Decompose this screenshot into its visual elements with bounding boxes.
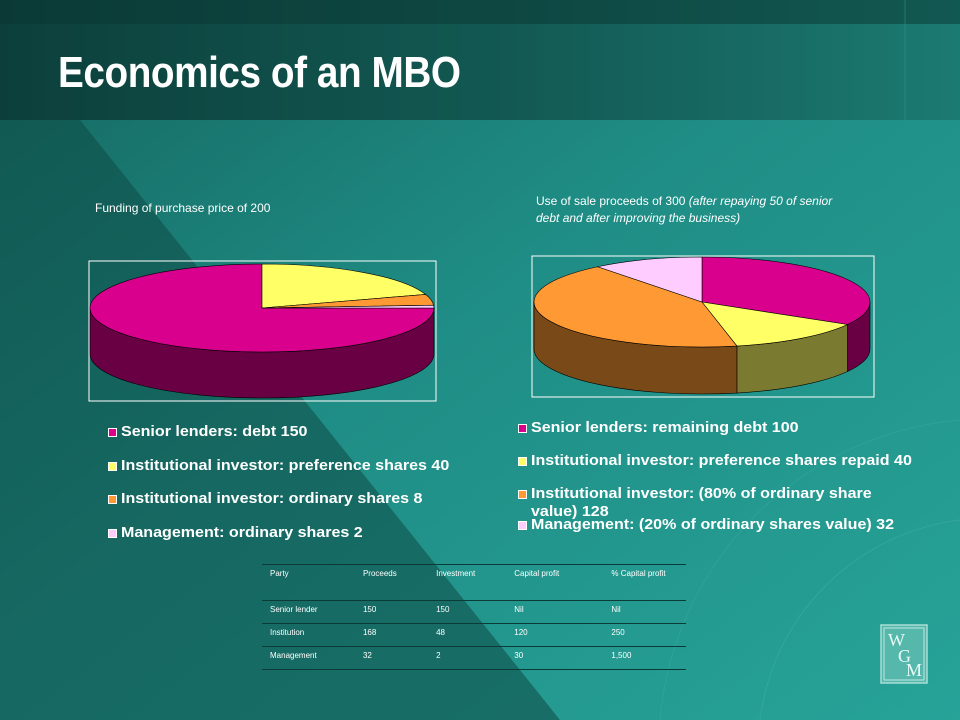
- pie2: [533, 256, 871, 395]
- legend-swatch: [108, 529, 117, 538]
- legend-swatch: [108, 428, 117, 437]
- table-cell: 48: [428, 623, 507, 647]
- pie1-slice-1: [261, 263, 427, 309]
- pie2-subtitle: (after repaying 50 of senior debt and af…: [536, 194, 833, 225]
- legend-swatch: [518, 457, 527, 466]
- pie2-title: Use of sale proceeds of 300: [536, 194, 686, 208]
- pie1-slice-3: [261, 304, 435, 309]
- table-cell: Management: [262, 646, 355, 670]
- legend-label: Management: (20% of ordinary shares valu…: [531, 516, 895, 533]
- pie2-slice-3: [596, 256, 703, 303]
- table-cell: 150: [354, 600, 429, 624]
- table-cell: 120: [506, 623, 604, 647]
- table-header-row: Party Proceeds Investment Capital profit…: [262, 564, 686, 601]
- table-cell: Senior lender: [262, 600, 355, 624]
- table-header-cell: Investment: [428, 564, 507, 601]
- pie2-plot-area: [531, 255, 875, 398]
- wgm-logo: W G M: [880, 624, 928, 684]
- pie1-title: Funding of purchase price of 200: [95, 201, 271, 215]
- legend-swatch: [108, 462, 117, 471]
- pie1-legend-item: Institutional investor: ordinary shares …: [108, 490, 451, 508]
- table-cell: Institution: [262, 623, 355, 647]
- table-cell: 30: [506, 646, 604, 670]
- table-row: Senior lender 150 150 Nil Nil: [262, 600, 686, 624]
- capital-profit-table: Party Proceeds Investment Capital profit…: [262, 564, 686, 670]
- table-cell: 250: [603, 623, 686, 647]
- pie1-legend-item: Senior lenders: debt 150: [108, 423, 451, 441]
- legend-label: Institutional investor: preference share…: [121, 457, 450, 474]
- legend-label: Institutional investor: preference share…: [531, 452, 912, 469]
- pie1: [89, 263, 435, 399]
- table-cell: 1,500: [603, 646, 686, 670]
- pie2-legend-item: Institutional investor: (80% of ordinary…: [518, 485, 891, 521]
- legend-label: Senior lenders: debt 150: [121, 423, 308, 440]
- pie2-slice-1: [701, 301, 849, 347]
- legend-swatch: [518, 424, 527, 433]
- pie2-slice-0: [701, 256, 871, 325]
- legend-label: Institutional investor: (80% of ordinary…: [531, 485, 872, 520]
- pie2-legend-item: Senior lenders: remaining debt 100: [518, 419, 891, 437]
- table-header-cell: Capital profit: [506, 564, 604, 601]
- pie2-legend-item: Management: (20% of ordinary shares valu…: [518, 516, 894, 534]
- svg-text:M: M: [906, 660, 922, 680]
- svg-text:W: W: [888, 630, 905, 650]
- table-row: Management 32 2 30 1,500: [262, 646, 686, 670]
- pie1-plot-area: [88, 260, 437, 402]
- legend-swatch: [518, 490, 527, 499]
- table-cell: 168: [354, 623, 429, 647]
- pie2-slice-2: [533, 266, 738, 348]
- pie1-legend-item: Institutional investor: preference share…: [108, 457, 451, 475]
- table-cell: 150: [428, 600, 507, 624]
- table-cell: Nil: [603, 600, 686, 624]
- table-row: Institution 168 48 120 250: [262, 623, 686, 647]
- legend-label: Institutional investor: ordinary shares …: [121, 490, 423, 507]
- pie1-legend-item: Management: ordinary shares 2: [108, 524, 451, 542]
- legend-label: Management: ordinary shares 2: [121, 524, 363, 541]
- table-cell: 2: [428, 646, 507, 670]
- legend-swatch: [108, 495, 117, 504]
- slide-title: Economics of an MBO: [58, 48, 461, 97]
- table-header-cell: % Capital profit: [603, 564, 686, 601]
- table-cell: Nil: [506, 600, 604, 624]
- pie2-legend-item: Institutional investor: preference share…: [518, 452, 912, 470]
- table-header-cell: Party: [262, 564, 355, 601]
- table-cell: 32: [354, 646, 429, 670]
- pie2-caption: Use of sale proceeds of 300 (after repay…: [536, 193, 836, 227]
- legend-swatch: [518, 521, 527, 530]
- table-header-cell: Proceeds: [354, 564, 429, 601]
- legend-label: Senior lenders: remaining debt 100: [531, 419, 799, 436]
- svg-text:G: G: [898, 646, 911, 666]
